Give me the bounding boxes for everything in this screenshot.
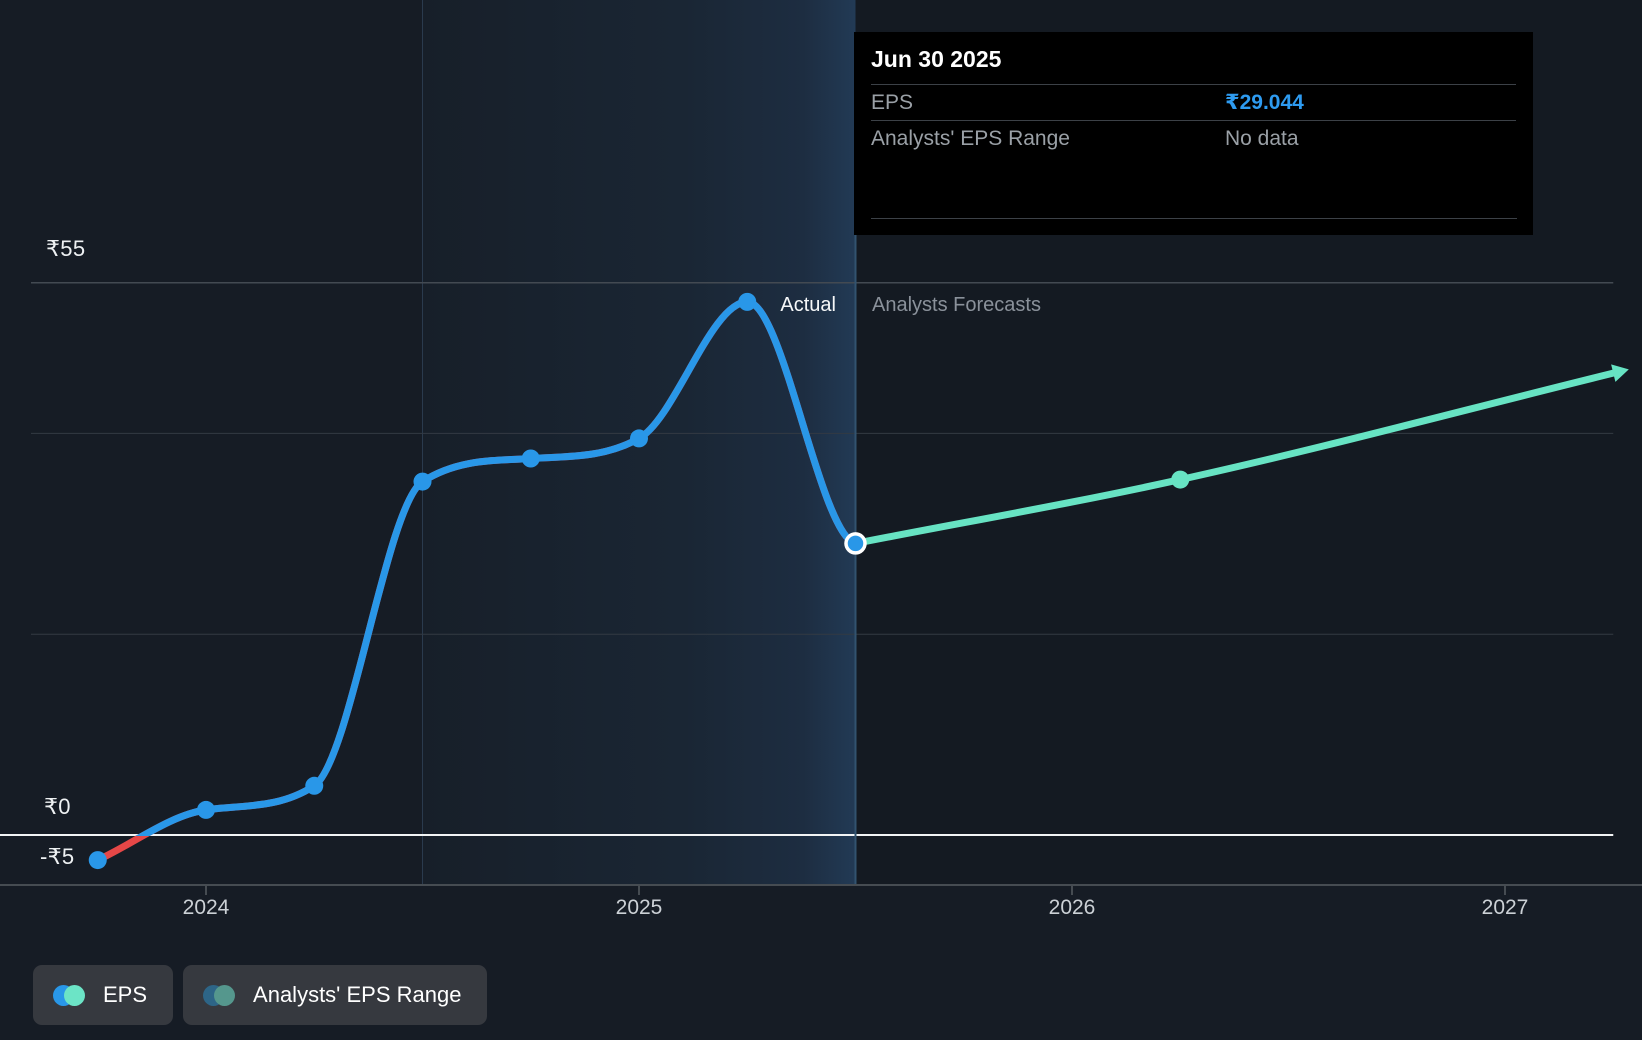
analysts-range-series-icon	[203, 984, 236, 1006]
x-axis-label-2025: 2025	[615, 896, 663, 919]
tooltip-range-value: No data	[1225, 127, 1299, 150]
x-axis-label-2024: 2024	[182, 896, 230, 919]
tooltip-eps-value: ₹29.044	[1225, 91, 1304, 114]
tooltip-row-range: Analysts' EPS Range No data	[871, 121, 1516, 156]
legend-item-eps[interactable]: EPS	[33, 965, 174, 1025]
tooltip-footer-divider	[871, 218, 1517, 219]
y-axis-label-0: ₹0	[44, 794, 71, 819]
tooltip: Jun 30 2025 EPS ₹29.044 Analysts' EPS Ra…	[854, 32, 1533, 235]
tooltip-eps-label: EPS	[871, 91, 914, 114]
eps-series-icon	[53, 984, 85, 1006]
x-axis-label-2027: 2027	[1481, 896, 1529, 919]
forecast-section-label: Analysts Forecasts	[872, 294, 1041, 316]
legend: EPS Analysts' EPS Range	[33, 965, 488, 1025]
actual-section-label: Actual	[780, 294, 836, 316]
x-axis-label-2026: 2026	[1048, 896, 1096, 919]
tooltip-date: Jun 30 2025	[871, 46, 1516, 85]
legend-eps-label: EPS	[103, 982, 148, 1007]
tooltip-range-label: Analysts' EPS Range	[871, 127, 1070, 150]
legend-range-label: Analysts' EPS Range	[253, 982, 462, 1007]
y-axis-label-55: ₹55	[46, 236, 86, 261]
legend-item-analysts-eps-range[interactable]: Analysts' EPS Range	[183, 965, 488, 1025]
tooltip-row-eps: EPS ₹29.044	[871, 85, 1516, 121]
y-axis-label-neg5: -₹5	[40, 844, 75, 869]
